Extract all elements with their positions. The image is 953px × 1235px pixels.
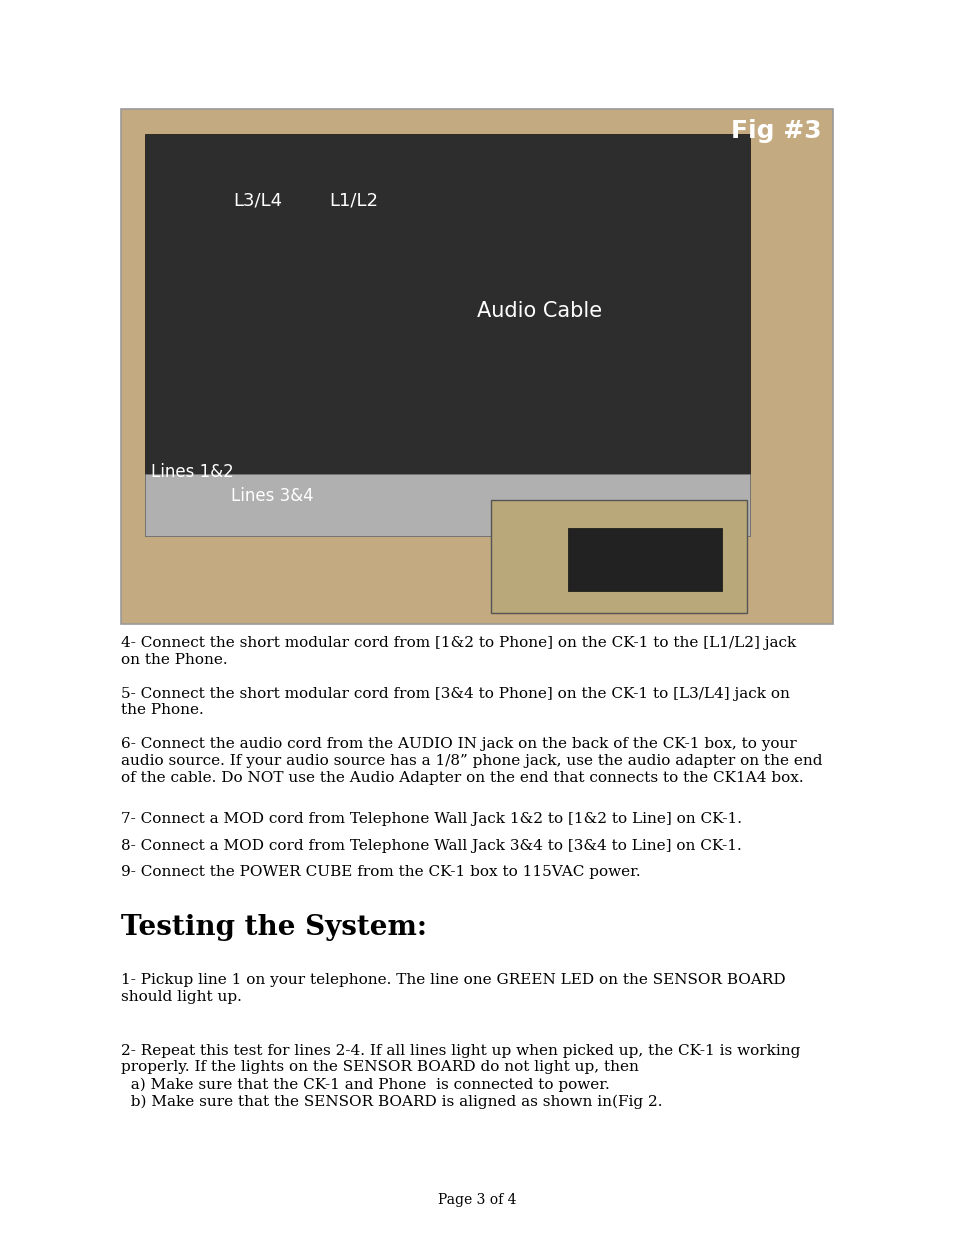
Text: 5- Connect the short modular cord from [3&4 to Phone] on the CK-1 to [L3/L4] jac: 5- Connect the short modular cord from [… (121, 687, 789, 718)
Bar (491, 500, 746, 614)
Text: 4- Connect the short modular cord from [1&2 to Phone] on the CK-1 to the [L1/L2]: 4- Connect the short modular cord from [… (121, 636, 796, 667)
Text: Lines 3&4: Lines 3&4 (231, 488, 314, 505)
Text: 9- Connect the POWER CUBE from the CK-1 box to 115VAC power.: 9- Connect the POWER CUBE from the CK-1 … (121, 864, 640, 879)
Text: 6- Connect the audio cord from the AUDIO IN jack on the back of the CK-1 box, to: 6- Connect the audio cord from the AUDIO… (121, 737, 821, 784)
Bar (567, 529, 721, 590)
Text: Page 3 of 4: Page 3 of 4 (437, 1193, 516, 1208)
Text: Audio Cable: Audio Cable (476, 301, 601, 321)
Bar (121, 109, 832, 624)
Text: L1/L2: L1/L2 (329, 191, 377, 209)
Text: 1- Pickup line 1 on your telephone. The line one GREEN LED on the SENSOR BOARD
s: 1- Pickup line 1 on your telephone. The … (121, 973, 785, 1004)
Text: 2- Repeat this test for lines 2-4. If all lines light up when picked up, the CK-: 2- Repeat this test for lines 2-4. If al… (121, 1044, 800, 1109)
Text: Testing the System:: Testing the System: (121, 914, 427, 941)
Text: Lines 1&2: Lines 1&2 (151, 463, 233, 480)
Text: L3/L4: L3/L4 (233, 191, 282, 209)
Text: 8- Connect a MOD cord from Telephone Wall Jack 3&4 to [3&4 to Line] on CK-1.: 8- Connect a MOD cord from Telephone Wal… (121, 839, 741, 852)
Text: 7- Connect a MOD cord from Telephone Wall Jack 1&2 to [1&2 to Line] on CK-1.: 7- Connect a MOD cord from Telephone Wal… (121, 813, 741, 826)
Text: Fig #3: Fig #3 (730, 119, 821, 142)
Bar (145, 474, 749, 536)
Bar (145, 135, 749, 536)
